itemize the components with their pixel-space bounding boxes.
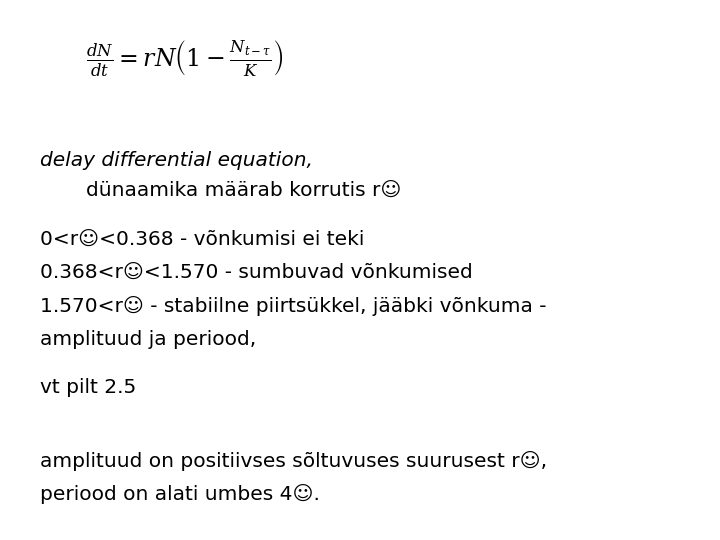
- Text: amplituud ja periood,: amplituud ja periood,: [40, 330, 256, 349]
- Text: periood on alati umbes 4☺.: periood on alati umbes 4☺.: [40, 484, 320, 504]
- Text: 1.570<r☺ - stabiilne piirtsükkel, jääbki võnkuma -: 1.570<r☺ - stabiilne piirtsükkel, jääbki…: [40, 296, 546, 316]
- Text: dünaamika määrab korrutis r☺: dünaamika määrab korrutis r☺: [86, 181, 402, 200]
- Text: amplituud on positiivses sõltuvuses suurusest r☺,: amplituud on positiivses sõltuvuses suur…: [40, 451, 546, 471]
- Text: 0<r☺<0.368 - võnkumisi ei teki: 0<r☺<0.368 - võnkumisi ei teki: [40, 230, 364, 248]
- Text: 0.368<r☺<1.570 - sumbuvad võnkumised: 0.368<r☺<1.570 - sumbuvad võnkumised: [40, 263, 472, 282]
- Text: vt pilt 2.5: vt pilt 2.5: [40, 378, 136, 397]
- Text: $\frac{dN}{dt} = rN\left(1 - \frac{N_{t-\tau}}{K}\right)$: $\frac{dN}{dt} = rN\left(1 - \frac{N_{t-…: [86, 38, 284, 78]
- Text: delay differential equation,: delay differential equation,: [40, 151, 312, 170]
